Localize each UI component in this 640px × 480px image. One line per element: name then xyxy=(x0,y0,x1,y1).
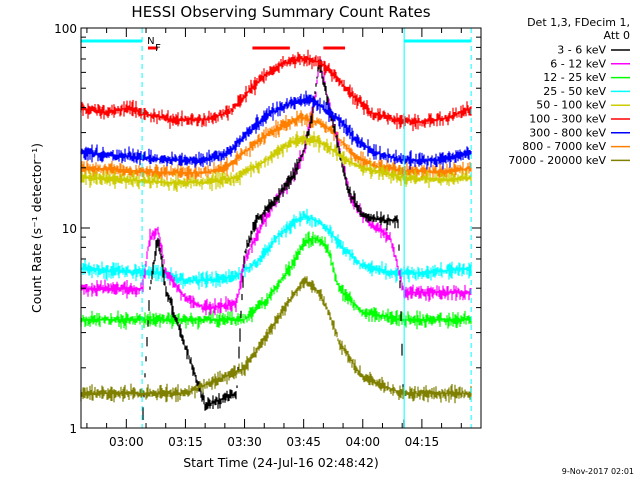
footer-timestamp: 9-Nov-2017 02:01 xyxy=(562,467,634,476)
x-tick-label: 04:15 xyxy=(405,435,440,449)
x-tick-label: 04:00 xyxy=(345,435,380,449)
legend-label: 100 - 300 keV xyxy=(529,113,606,126)
legend-label: 6 - 12 keV xyxy=(550,57,606,70)
legend-header-line-2: Att 0 xyxy=(604,29,630,42)
flag-marker-layer: NF xyxy=(81,28,472,428)
legend-label: 50 - 100 keV xyxy=(536,99,606,112)
legend-label: 12 - 25 keV xyxy=(543,71,606,84)
x-tick-label: 03:00 xyxy=(109,435,144,449)
legend-header-line-1: Det 1,3, FDecim 1, xyxy=(527,16,630,29)
y-tick-label: 1 xyxy=(69,422,77,436)
legend-label: 7000 - 20000 keV xyxy=(508,154,606,167)
legend-label: 25 - 50 keV xyxy=(543,85,606,98)
flag-n-label: N xyxy=(147,36,154,47)
chart-title: HESSI Observing Summary Count Rates xyxy=(131,3,430,21)
y-tick-label: 10 xyxy=(62,222,77,236)
x-axis-label: Start Time (24-Jul-16 02:48:42) xyxy=(183,455,379,470)
x-tick-label: 03:30 xyxy=(227,435,262,449)
legend-label: 800 - 7000 keV xyxy=(522,140,606,153)
flag-f-label: F xyxy=(155,43,161,54)
legend-label: 3 - 6 keV xyxy=(557,44,606,57)
axes-layer: 03:00 03:15 03:30 03:45 04:00 04:15 1 10 100 xyxy=(54,22,481,449)
plot-data-layer xyxy=(80,49,472,429)
legend-label: 300 - 800 keV xyxy=(529,126,606,139)
x-tick-label: 03:15 xyxy=(168,435,203,449)
x-tick-label: 03:45 xyxy=(286,435,321,449)
y-axis-label: Count Rate (s⁻¹ detector⁻¹) xyxy=(29,143,44,313)
y-tick-label: 100 xyxy=(54,22,77,36)
